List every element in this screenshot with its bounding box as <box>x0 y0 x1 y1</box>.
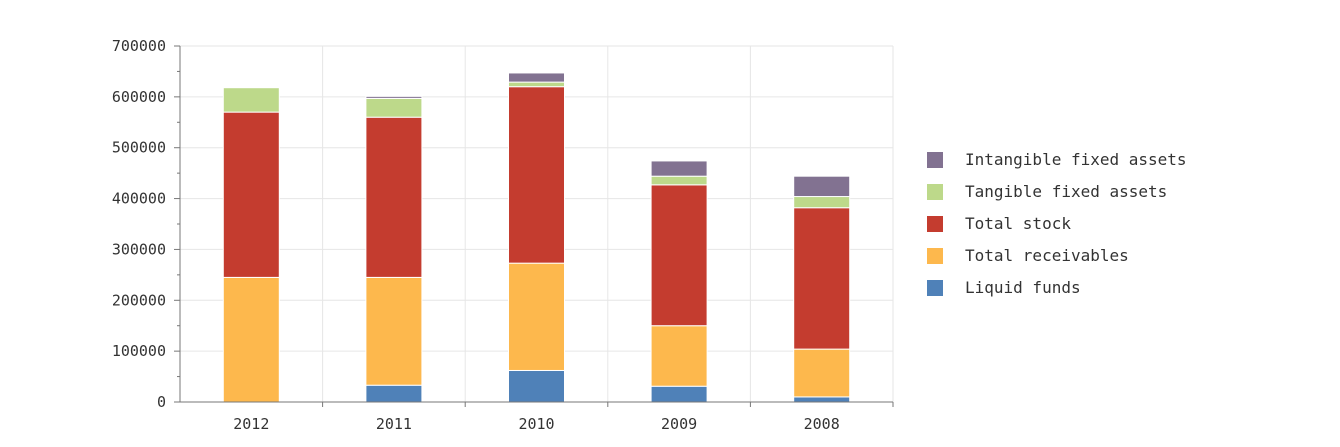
bars <box>222 72 851 403</box>
bar-segment <box>222 111 280 278</box>
legend-swatch <box>927 216 943 232</box>
bar-segment <box>508 72 565 83</box>
bar-segment <box>508 86 565 264</box>
x-tick-label: 2010 <box>518 415 554 433</box>
bar-segment <box>508 81 565 88</box>
x-tick-label: 2009 <box>661 415 697 433</box>
legend: Intangible fixed assets Tangible fixed as… <box>927 150 1187 297</box>
legend-label: Liquid funds <box>965 278 1081 297</box>
x-tick-label: 2012 <box>233 415 269 433</box>
bar-segment <box>650 175 708 186</box>
bar-segment <box>650 385 708 403</box>
y-tick-label: 500000 <box>112 139 166 157</box>
bar-segment <box>222 276 280 403</box>
bar-segment <box>793 196 851 209</box>
legend-swatch <box>927 248 943 264</box>
bar-segment <box>793 348 851 398</box>
bar-segment <box>650 184 708 327</box>
y-tick-label: 100000 <box>112 342 166 360</box>
legend-swatch <box>927 280 943 296</box>
bar-segment <box>365 116 423 278</box>
legend-swatch <box>927 152 943 168</box>
axes: 0 100000 200000 300000 400000 500000 600000 700… <box>112 37 894 433</box>
legend-swatch <box>927 184 943 200</box>
bar-segment <box>508 369 565 403</box>
bar-segment <box>508 262 565 371</box>
x-tick-label: 2011 <box>376 415 412 433</box>
bar-segment <box>365 384 423 403</box>
y-tick-label: 300000 <box>112 240 166 258</box>
bar-segment <box>365 276 423 386</box>
y-tick-label: 200000 <box>112 291 166 309</box>
bar-segment <box>222 87 280 113</box>
y-tick-label: 700000 <box>112 37 166 55</box>
y-tick-label: 600000 <box>112 88 166 106</box>
x-tick-label: 2008 <box>804 415 840 433</box>
y-tick-label: 0 <box>157 393 166 411</box>
bar-segment <box>650 160 708 177</box>
legend-label: Tangible fixed assets <box>965 182 1167 201</box>
bar-segment <box>650 325 708 387</box>
y-tick-label: 400000 <box>112 190 166 208</box>
legend-label: Total receivables <box>965 246 1129 265</box>
bar-segment <box>793 175 851 198</box>
legend-label: Intangible fixed assets <box>965 150 1187 169</box>
legend-label: Total stock <box>965 214 1071 233</box>
bar-segment <box>365 95 423 99</box>
bar-segment <box>793 396 851 403</box>
bar-segment <box>793 207 851 350</box>
bar-segment <box>365 97 423 118</box>
